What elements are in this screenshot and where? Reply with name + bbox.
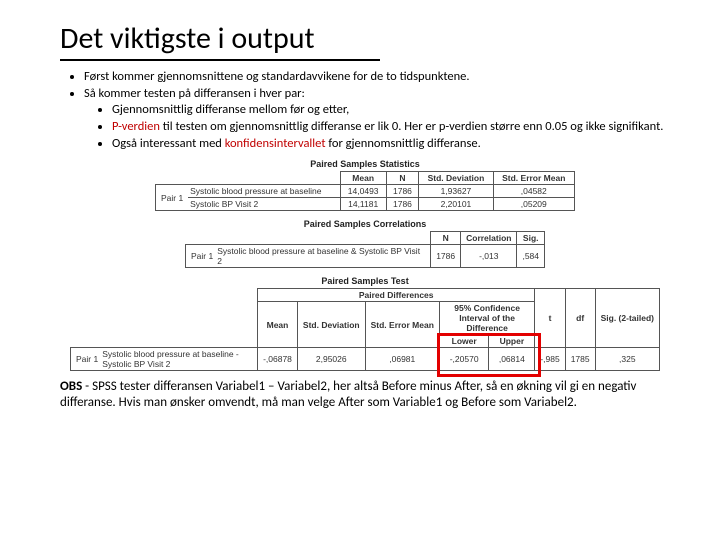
obs-paragraph: OBS - SPSS tester differansen Variabel1 … [60,379,670,412]
t3-h-sd: Std. Deviation [297,302,365,348]
table-row: Systolic BP Visit 2 14,1181 1786 2,20101… [156,198,575,211]
table3: Paired Differences t df Sig. (2-tailed) … [70,288,660,371]
t1-r1-label: Systolic BP Visit 2 [188,198,340,211]
table2-block: Paired Samples Correlations N Correlatio… [60,219,670,268]
t3-group-header: Paired Differences [258,289,535,302]
table2: N Correlation Sig. Pair 1 Systolic blood… [185,231,545,268]
t3-row-label: Systolic blood pressure at baseline - Sy… [100,348,257,371]
t1-r0-sem: ,04582 [493,185,574,198]
bullet-2-text: Så kommer testen på differansen i hver p… [84,86,305,101]
bullet-2c-pre: Også interessant med [112,136,225,151]
slide-content: Det viktigste i output Først kommer gjen… [0,0,720,422]
slide-title: Det viktigste i output [60,20,380,61]
table-row: Pair 1 Systolic blood pressure at baseli… [156,185,575,198]
t1-r0-n: 1786 [386,185,419,198]
t3-h-upper: Upper [489,335,535,348]
pvalue-term: P-verdien [112,119,160,134]
bullet-1: Først kommer gjennomsnittene og standard… [84,69,670,85]
t3-df: 1785 [565,348,595,371]
bullet-2c: Også interessant med konfidensintervalle… [112,136,670,152]
obs-prefix: OBS [60,379,82,394]
bullet-2c-post: for gjennomsnittlig differanse. [326,136,481,151]
table-row: Pair 1 Systolic blood pressure at baseli… [71,348,660,371]
table-row: Pair 1 Systolic blood pressure at baseli… [186,245,545,268]
t2-pair-label: Pair 1 [186,245,216,268]
bullet-list: Først kommer gjennomsnittene og standard… [60,69,670,151]
t1-h-sd: Std. Deviation [419,172,493,185]
t2-sig: ,584 [517,245,545,268]
table1-block: Paired Samples Statistics Mean N Std. De… [60,159,670,211]
bullet-2b: P-verdien til testen om gjennomsnittlig … [112,119,670,135]
obs-text: - SPSS tester differansen Variabel1 – Va… [60,379,636,410]
bullet-2b-rest: til testen om gjennomsnittlig differanse… [160,119,663,134]
t2-h-corr: Correlation [461,232,517,245]
table1-title: Paired Samples Statistics [60,159,670,169]
t3-h-sig: Sig. (2-tailed) [595,289,659,348]
table3-title: Paired Samples Test [60,276,670,286]
t1-pair-label: Pair 1 [156,185,189,211]
t3-h-mean: Mean [258,302,298,348]
t3-pair-label: Pair 1 [71,348,101,371]
t1-h-mean: Mean [340,172,386,185]
t2-h-sig: Sig. [517,232,545,245]
t3-t: -,985 [535,348,565,371]
table2-title: Paired Samples Correlations [60,219,670,229]
t2-h-n: N [431,232,461,245]
t1-r0-label: Systolic blood pressure at baseline [188,185,340,198]
table1: Mean N Std. Deviation Std. Error Mean Pa… [155,171,575,211]
table3-header-row1: Paired Differences t df Sig. (2-tailed) [71,289,660,302]
t3-ci-header: 95% Confidence Interval of the Differenc… [439,302,534,335]
t3-sd: 2,95026 [297,348,365,371]
table3-block: Paired Samples Test Paired Differences t… [60,276,670,371]
t1-r0-mean: 14,0493 [340,185,386,198]
t3-h-sem: Std. Error Mean [365,302,439,348]
t1-r0-sd: 1,93627 [419,185,493,198]
t2-n: 1786 [431,245,461,268]
t1-h-sem: Std. Error Mean [493,172,574,185]
bullet-2-sublist: Gjennomsnittlig differanse mellom før og… [84,102,670,151]
t3-h-t: t [535,289,565,348]
table2-header-row: N Correlation Sig. [186,232,545,245]
t1-r1-n: 1786 [386,198,419,211]
t1-r1-sd: 2,20101 [419,198,493,211]
t2-corr: -,013 [461,245,517,268]
t3-mean: -,06878 [258,348,298,371]
bullet-2: Så kommer testen på differansen i hver p… [84,86,670,152]
t2-row-label: Systolic blood pressure at baseline & Sy… [215,245,430,268]
bullet-2a: Gjennomsnittlig differanse mellom før og… [112,102,670,118]
t1-r1-sem: ,05209 [493,198,574,211]
t3-sig: ,325 [595,348,659,371]
t1-r1-mean: 14,1181 [340,198,386,211]
table1-header-row: Mean N Std. Deviation Std. Error Mean [156,172,575,185]
t3-lower: -,20570 [439,348,488,371]
t3-upper: ,06814 [489,348,535,371]
ci-term: konfidensintervallet [225,136,326,151]
t3-h-df: df [565,289,595,348]
t3-sem: ,06981 [365,348,439,371]
t1-h-n: N [386,172,419,185]
t3-h-lower: Lower [439,335,488,348]
